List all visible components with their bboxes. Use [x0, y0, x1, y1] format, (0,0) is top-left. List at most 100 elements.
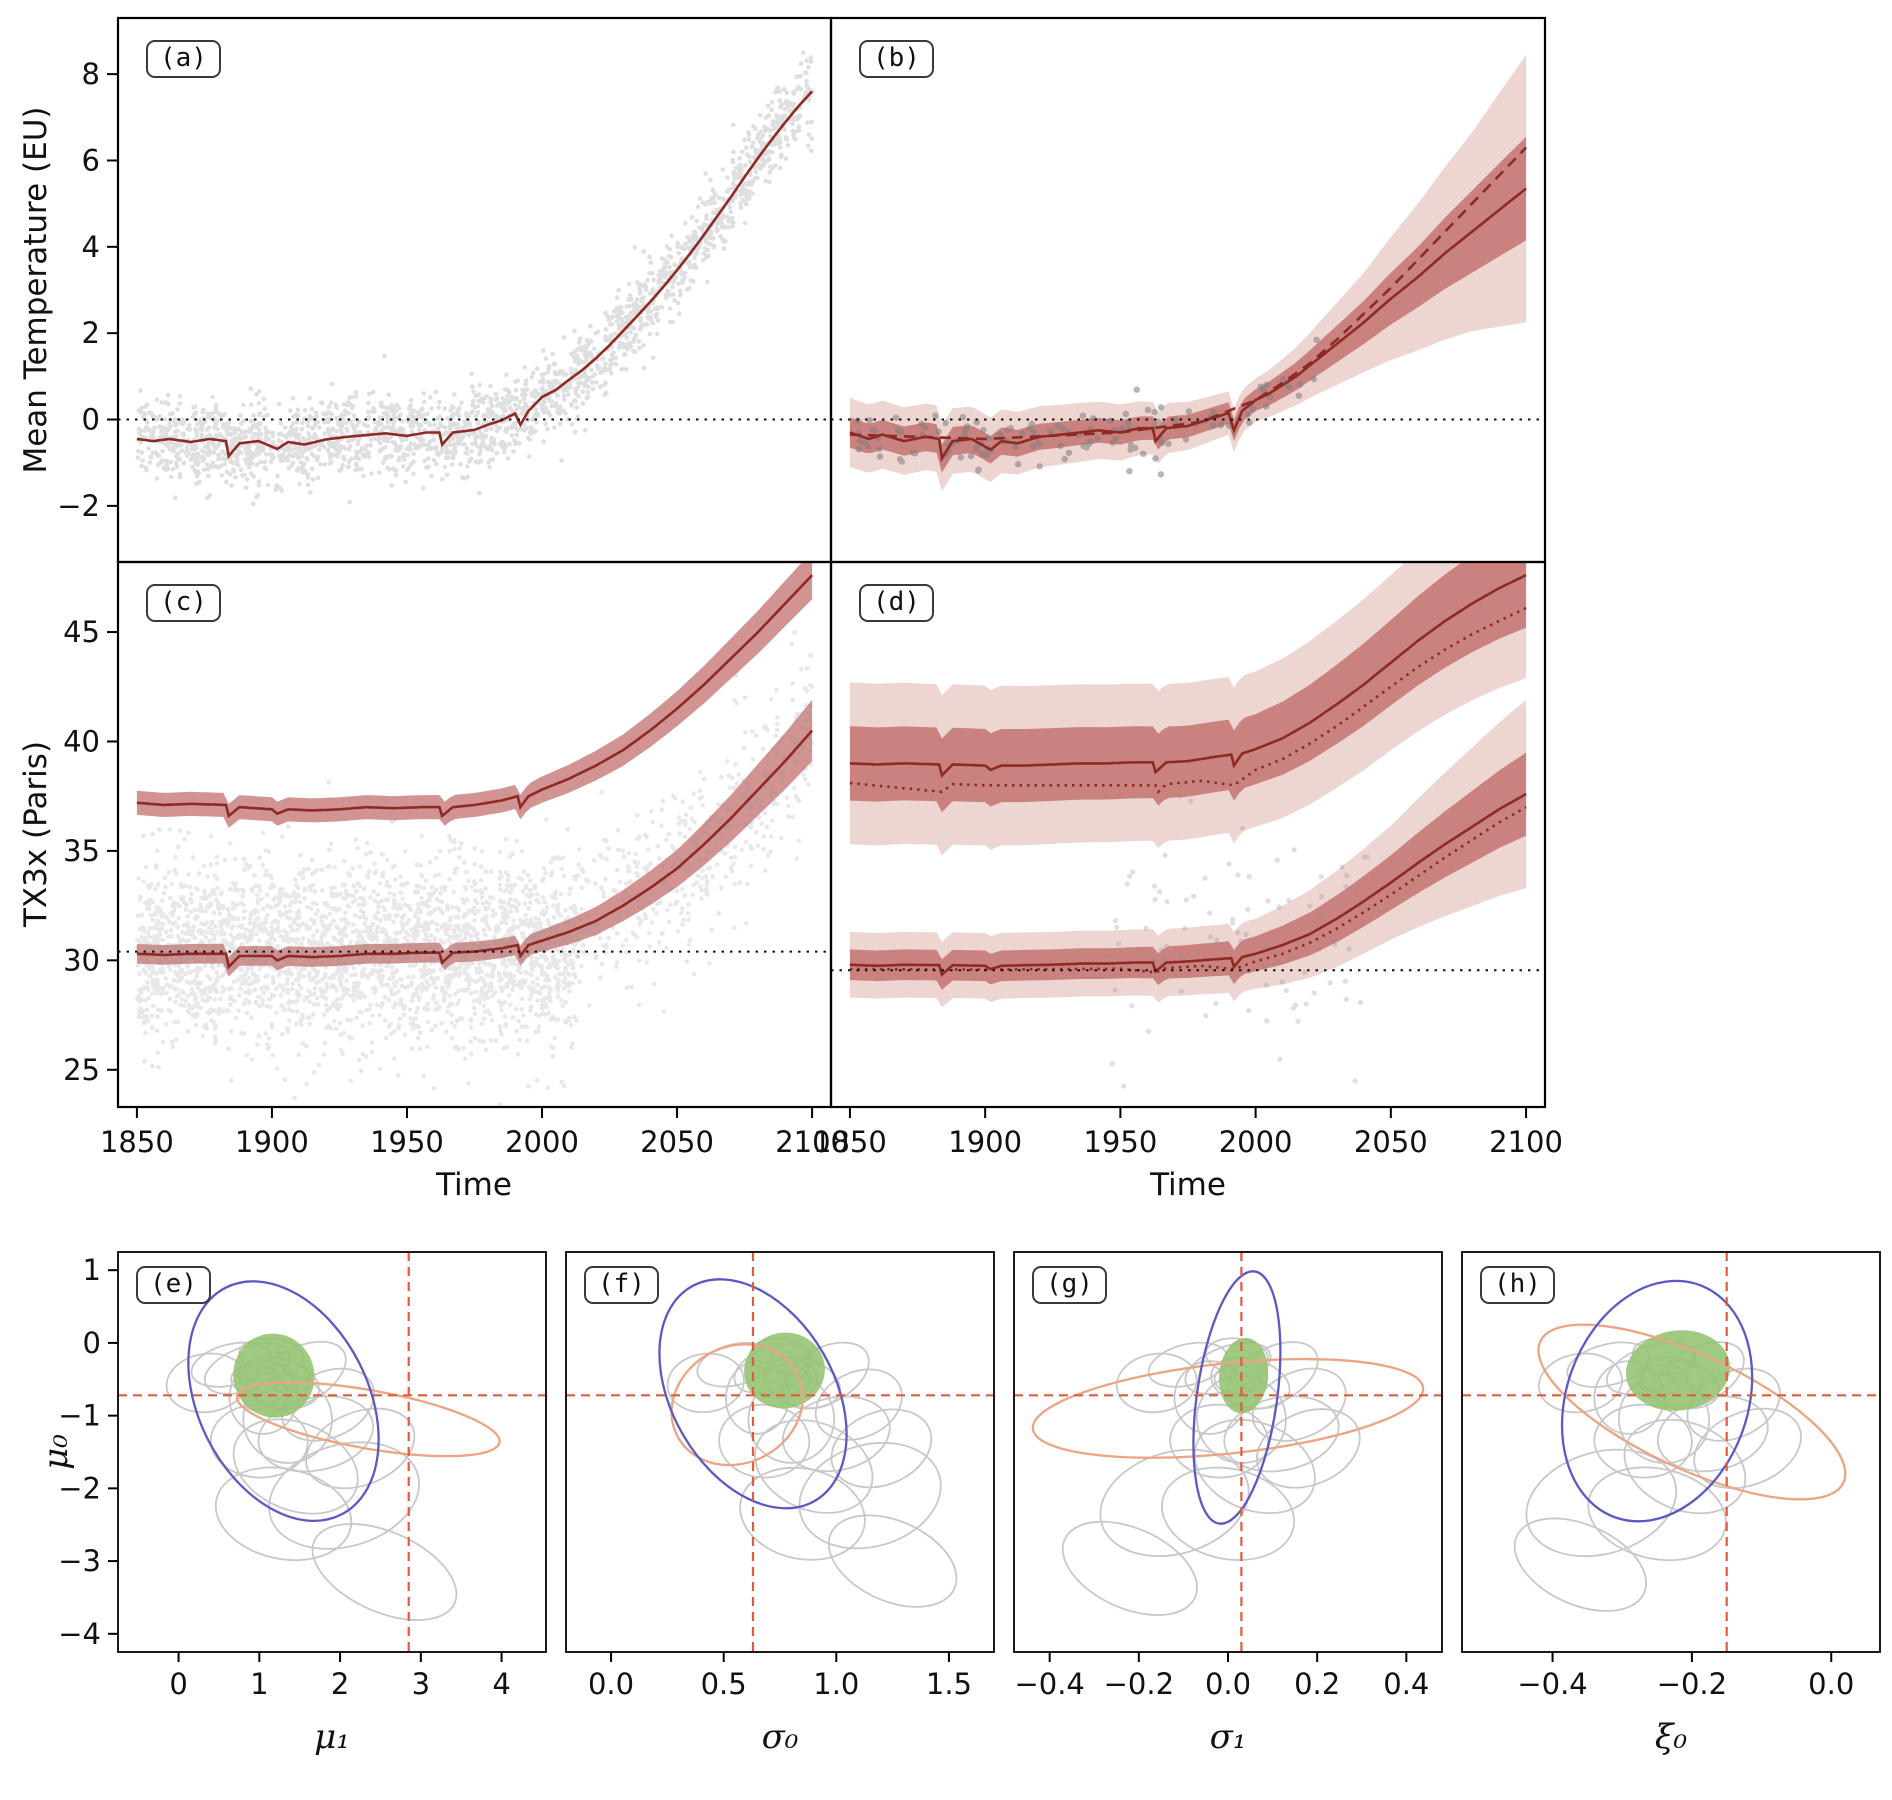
credible-ellipse-gray — [1513, 1517, 1648, 1612]
uncertainty-band-inner — [849, 752, 1527, 990]
credible-ellipse-gray — [1061, 1520, 1198, 1616]
x-tick-label: −0.4 — [1014, 1667, 1084, 1701]
y-axis-label-mu0: μ₀ — [36, 1434, 76, 1470]
x-tick-label: −0.4 — [1517, 1667, 1587, 1701]
panel-f-data — [566, 1252, 994, 1652]
x-tick-label: 1950 — [1083, 1125, 1157, 1159]
credible-ellipse-gray — [305, 1407, 416, 1490]
x-tick-label: 1950 — [370, 1125, 444, 1159]
x-tick-label: 4 — [492, 1667, 510, 1701]
credible-ellipse-gray — [1099, 1448, 1250, 1558]
credible-ellipse-gray — [718, 1403, 811, 1479]
x-tick-label: 1900 — [948, 1125, 1022, 1159]
credible-ellipse-blue — [1560, 1279, 1754, 1523]
panel-d-data — [849, 562, 1527, 1089]
x-tick-label: 2000 — [505, 1125, 579, 1159]
trend-line-solid — [136, 574, 814, 819]
y-tick-label: −2 — [58, 1471, 101, 1505]
y-tick-label: 6 — [82, 143, 100, 177]
trend-line-solid — [849, 573, 1527, 778]
posterior-ellipse-green — [233, 1333, 315, 1418]
x-axis-label-time-left: Time — [436, 1167, 512, 1203]
panel-b-data — [849, 54, 1528, 492]
y-tick-label: 2 — [82, 316, 100, 350]
panel-tag-f: (f) — [584, 1266, 659, 1304]
uncertainty-band-inner — [849, 562, 1527, 813]
panel-g-data — [1014, 1252, 1442, 1652]
panel-e-data — [118, 1252, 546, 1652]
credible-ellipse-gray — [1115, 1352, 1198, 1414]
y-tick-label: −4 — [58, 1617, 101, 1651]
credible-ellipse-gray — [666, 1352, 745, 1414]
uncertainty-band-inner — [136, 699, 813, 977]
credible-ellipse-gray — [1160, 1466, 1296, 1561]
credible-ellipse-gray — [1251, 1367, 1347, 1442]
panel-f-spines — [565, 1251, 995, 1653]
x-tick-label: 0.0 — [588, 1667, 634, 1701]
panel-a-data — [135, 50, 815, 507]
panel-h-spines — [1461, 1251, 1881, 1653]
credible-ellipse-blue — [187, 1280, 380, 1523]
panel-tag-a: (a) — [146, 40, 221, 78]
x-tick-label: 0.0 — [1205, 1667, 1251, 1701]
credible-ellipse-gray — [830, 1408, 933, 1489]
x-tick-label: 0.4 — [1383, 1667, 1429, 1701]
x-axis-label-xi0: ξ₀ — [1654, 1717, 1688, 1757]
x-tick-label: 1850 — [813, 1125, 887, 1159]
panel-tag-c: (c) — [146, 584, 221, 622]
panel-tag-b: (b) — [859, 40, 934, 78]
x-tick-label: 0.0 — [1808, 1667, 1854, 1701]
scatter-points — [575, 630, 815, 1014]
uncertainty-band-inner — [136, 562, 813, 828]
y-tick-label: 40 — [63, 724, 100, 758]
x-axis-label-time-right: Time — [1150, 1167, 1226, 1203]
credible-ellipse-gray — [1693, 1407, 1802, 1489]
credible-ellipse-orange — [235, 1381, 501, 1458]
x-axis-label-sigma1: σ₁ — [1209, 1717, 1247, 1757]
credible-ellipse-gray — [311, 1523, 458, 1621]
panel-tag-e: (e) — [136, 1266, 211, 1304]
x-tick-label: 3 — [412, 1667, 430, 1701]
y-tick-label: 8 — [82, 57, 100, 91]
y-tick-label: 0 — [82, 403, 100, 437]
x-tick-label: 2 — [331, 1667, 349, 1701]
credible-ellipse-blue — [658, 1278, 848, 1510]
scatter-points — [135, 50, 815, 507]
x-axis-label-sigma0: σ₀ — [761, 1717, 799, 1757]
y-tick-label: −2 — [57, 489, 100, 523]
credible-ellipse-blue — [1192, 1270, 1282, 1525]
y-tick-label: 1 — [83, 1253, 101, 1287]
trend-line-solid — [849, 792, 1527, 977]
y-axis-label-temperature: Mean Temperature (EU) — [18, 106, 54, 474]
y-tick-label: 4 — [82, 230, 100, 264]
x-tick-label: −0.2 — [1104, 1667, 1174, 1701]
y-tick-label: 35 — [63, 834, 100, 868]
y-tick-label: 30 — [63, 943, 100, 977]
credible-ellipse-gray — [1223, 1395, 1340, 1473]
y-tick-label: 0 — [83, 1326, 101, 1360]
trend-line-dashed — [849, 146, 1528, 441]
x-tick-label: 1850 — [100, 1125, 174, 1159]
credible-ellipse-gray — [268, 1441, 421, 1550]
y-tick-label: −1 — [58, 1399, 101, 1433]
y-axis-label-tx3x: TX3x (Paris) — [18, 740, 54, 928]
credible-ellipse-orange — [1031, 1357, 1425, 1459]
panel-tag-h: (h) — [1480, 1266, 1555, 1304]
scatter-points — [134, 780, 580, 1107]
x-tick-label: 2100 — [775, 1125, 849, 1159]
credible-ellipse-orange — [1537, 1323, 1847, 1501]
panel-c-data — [134, 562, 815, 1107]
trend-line-dotted — [849, 606, 1527, 795]
y-tick-label: −3 — [58, 1544, 101, 1578]
y-tick-label: 45 — [63, 615, 100, 649]
x-tick-label: 1900 — [235, 1125, 309, 1159]
credible-ellipse-gray — [1593, 1403, 1693, 1479]
credible-ellipse-gray — [739, 1466, 866, 1561]
credible-ellipse-gray — [827, 1514, 958, 1608]
panel-e-spines — [117, 1251, 547, 1653]
credible-ellipse-gray — [1537, 1352, 1623, 1414]
x-tick-label: 2050 — [640, 1125, 714, 1159]
x-tick-label: −0.2 — [1657, 1667, 1727, 1701]
credible-ellipse-gray — [232, 1418, 359, 1515]
